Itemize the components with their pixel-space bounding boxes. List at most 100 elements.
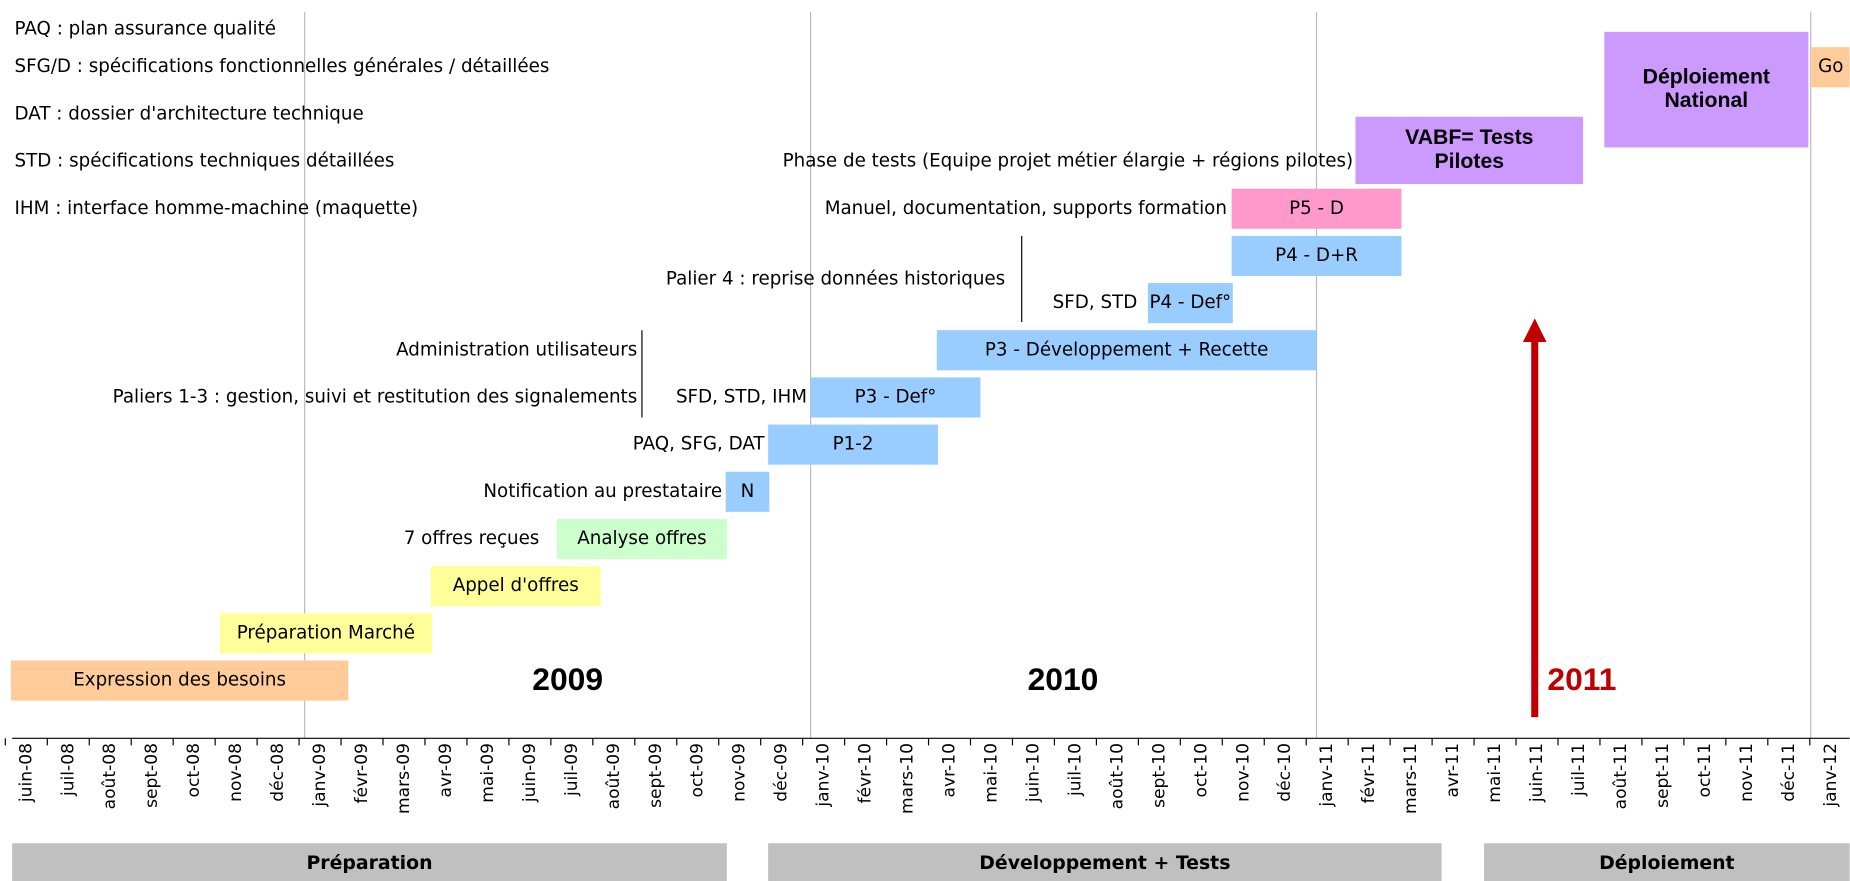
month-label: juin-09 [520, 743, 540, 803]
year-label: 2009 [532, 661, 603, 697]
month-label: févr-11 [1359, 743, 1379, 804]
month-label: janv-12 [1821, 743, 1841, 808]
task-label: P5 - D [1289, 198, 1344, 219]
note: Paliers 1-3 : gestion, suivi et restitut… [113, 386, 638, 407]
month-label: juin-10 [1023, 743, 1043, 803]
month-label: août-08 [100, 743, 120, 809]
month-label: août-09 [604, 743, 624, 809]
task-label: P4 - D+R [1275, 245, 1358, 266]
task-bar [430, 566, 601, 607]
task-bar [810, 377, 981, 418]
note: Administration utilisateurs [396, 339, 637, 360]
task-label: P3 - Développement + Recette [985, 339, 1269, 360]
legend-text: DAT : dossier d'architecture technique [15, 103, 364, 124]
note: 7 offres reçues [404, 528, 540, 549]
note: PAQ, SFG, DAT [633, 434, 766, 455]
month-label: févr-09 [352, 743, 372, 804]
month-label: nov-09 [730, 743, 750, 802]
legend-text: SFG/D : spécifications fonctionnelles gé… [15, 56, 550, 77]
month-label: avr-10 [940, 743, 960, 797]
task-label: Expression des besoins [73, 670, 286, 691]
month-label: oct-10 [1191, 743, 1211, 797]
note: SFD, STD [1053, 292, 1138, 313]
task-label: Go [1818, 56, 1843, 77]
task-label: National [1664, 89, 1748, 112]
month-label: juin-08 [16, 743, 36, 803]
phase-bar [12, 843, 727, 881]
task-bar [1231, 235, 1402, 276]
month-label: sept-08 [142, 743, 162, 808]
month-label: oct-11 [1695, 743, 1715, 797]
month-label: juil-11 [1569, 743, 1589, 797]
note: Palier 4 : reprise données historiques [666, 269, 1005, 290]
legend-text: IHM : interface homme-machine (maquette) [15, 198, 419, 219]
month-label: janv-09 [310, 743, 330, 808]
month-label: mai-10 [981, 743, 1001, 803]
task-label: P4 - Def° [1150, 292, 1232, 313]
legend-text: STD : spécifications techniques détaillé… [15, 151, 395, 172]
task-bar [1231, 188, 1402, 229]
task-bar [219, 613, 433, 654]
month-label: nov-11 [1737, 743, 1757, 802]
month-label: sept-09 [646, 743, 666, 808]
month-label: déc-10 [1275, 743, 1295, 802]
phase-bar [768, 843, 1442, 881]
month-label: mars-10 [898, 743, 918, 814]
month-label: avr-11 [1443, 743, 1463, 797]
month-label: juin-11 [1527, 743, 1547, 803]
month-label: avr-09 [436, 743, 456, 797]
month-label: sept-10 [1149, 743, 1169, 808]
month-label: mars-11 [1401, 743, 1421, 814]
year-label: 2010 [1028, 661, 1099, 697]
month-label: mai-11 [1485, 743, 1505, 803]
task-bar [10, 660, 349, 701]
month-label: sept-11 [1653, 743, 1673, 808]
month-label: août-11 [1611, 743, 1631, 809]
task-label: P3 - Def° [855, 386, 937, 407]
month-label: déc-08 [268, 743, 288, 802]
task-bar [1147, 283, 1233, 324]
month-label: nov-08 [226, 743, 246, 802]
month-label: août-10 [1107, 743, 1127, 809]
grid [12, 11, 1850, 739]
note: Notification au prestataire [483, 481, 722, 502]
task-label: VABF= Tests [1405, 126, 1533, 149]
task-label: Préparation Marché [237, 622, 415, 643]
task-label: P1-2 [833, 434, 874, 455]
month-label: janv-10 [814, 743, 834, 808]
task-label: Appel d'offres [453, 575, 579, 596]
note: SFD, STD, IHM [676, 386, 807, 407]
arrow-head [1522, 318, 1547, 343]
task-bar [1604, 31, 1809, 148]
month-label: févr-10 [856, 743, 876, 804]
task-bar [936, 330, 1317, 371]
phase-bar [1484, 843, 1850, 881]
task-label: N [741, 481, 755, 502]
legend-text: PAQ : plan assurance qualité [15, 18, 277, 39]
note: Manuel, documentation, supports formatio… [825, 198, 1227, 219]
task-bar [1810, 47, 1850, 88]
task-bar [1355, 116, 1584, 184]
phase-label: Développement + Tests [979, 852, 1230, 874]
month-label: janv-11 [1317, 743, 1337, 808]
month-label: juil-09 [562, 743, 582, 797]
month-label: déc-11 [1779, 743, 1799, 802]
task-label: Déploiement [1643, 65, 1770, 88]
year-label: 2011 [1547, 661, 1616, 697]
task-label: Analyse offres [577, 528, 706, 549]
month-label: nov-10 [1233, 743, 1253, 802]
note: Phase de tests (Equipe projet métier éla… [783, 151, 1353, 172]
task-bar [557, 518, 727, 560]
month-label: déc-09 [772, 743, 792, 802]
task-bar [725, 471, 770, 512]
task-bar [768, 424, 938, 465]
task-label: Pilotes [1434, 150, 1504, 173]
phase-label: Préparation [306, 852, 432, 874]
month-label: juil-10 [1065, 743, 1085, 797]
month-label: mars-09 [394, 743, 414, 814]
month-label: juil-08 [58, 743, 78, 797]
month-label: oct-08 [184, 743, 204, 797]
month-label: mai-09 [478, 743, 498, 803]
